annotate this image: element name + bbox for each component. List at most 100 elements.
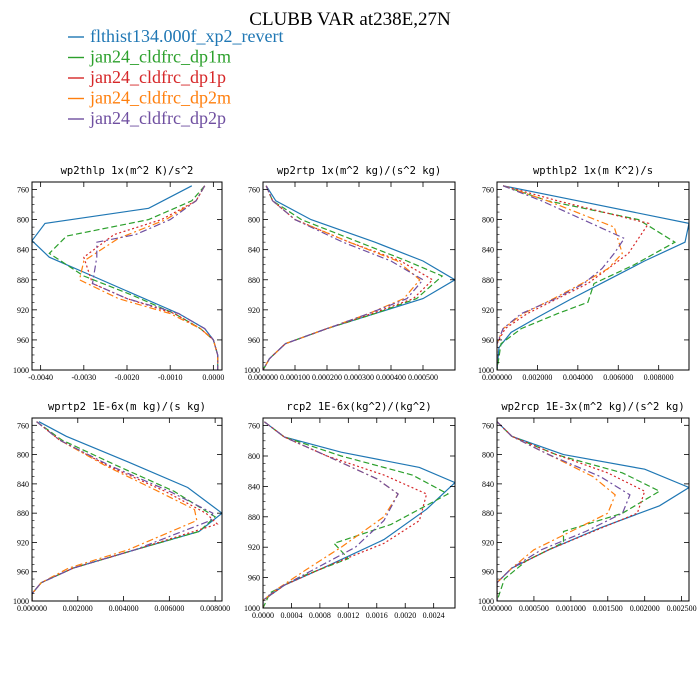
plot-frame — [496, 181, 690, 371]
panel-title: rcp2 1E-6x(kg^2)/(kg^2) — [286, 401, 431, 413]
series-line-5 — [497, 185, 626, 370]
series-line-5 — [263, 421, 399, 608]
x-tick-label: 0.000300 — [344, 373, 374, 382]
y-tick-label: 840 — [248, 482, 260, 491]
y-tick-label: 920 — [248, 306, 260, 315]
x-tick-label: 0.002000 — [63, 604, 93, 613]
y-tick-label: 880 — [17, 509, 29, 518]
series-line-4 — [497, 185, 623, 370]
x-tick-label: 0.0000 — [202, 373, 224, 382]
x-tick-label: 0.000500 — [408, 373, 438, 382]
legend-label: jan24_cldfrc_dp1m — [89, 47, 231, 67]
x-tick-label: 0.001500 — [593, 604, 623, 613]
y-tick-label: 920 — [17, 538, 29, 547]
x-tick-label: 0.0020 — [394, 611, 416, 620]
legend-label: flthist134.000f_xp2_revert — [90, 26, 283, 46]
series-line-5 — [91, 185, 219, 370]
x-tick-label: 0.000500 — [519, 604, 549, 613]
panel-title: wpthlp2 1x(m K^2)/s — [533, 165, 653, 177]
legend-label: jan24_cldfrc_dp1p — [89, 67, 226, 87]
x-tick-label: 0.0024 — [423, 611, 445, 620]
x-tick-label: 0.000000 — [482, 373, 512, 382]
y-tick-label: 1000 — [244, 604, 260, 613]
y-tick-label: 880 — [482, 276, 494, 285]
panel-4: wprtp2 1E-6x(m kg)/(s kg) 760 800 840 880 920… — [13, 401, 230, 613]
legend-label: jan24_cldfrc_dp2m — [89, 88, 231, 108]
series-line-4 — [263, 185, 421, 370]
x-tick-label: -0.0040 — [28, 373, 53, 382]
y-tick-label: 1000 — [13, 597, 29, 606]
x-tick-label: 0.0008 — [309, 611, 331, 620]
panel-title: wp2rtp 1x(m^2 kg)/(s^2 kg) — [277, 165, 441, 177]
series-line-5 — [497, 421, 631, 601]
series-line-3 — [32, 421, 219, 601]
panel-3: wpthlp2 1x(m K^2)/s 760 800 840 880 920 960 100… — [478, 165, 690, 382]
x-tick-label: 0.0012 — [337, 611, 359, 620]
y-tick-label: 960 — [248, 336, 260, 345]
series-line-2 — [263, 421, 450, 608]
plot-frame — [496, 417, 690, 602]
y-tick-label: 760 — [17, 421, 29, 430]
series-line-1 — [32, 185, 219, 370]
y-tick-label: 800 — [248, 452, 260, 461]
x-tick-label: 0.000000 — [482, 604, 512, 613]
y-tick-label: 760 — [248, 422, 260, 431]
series-line-3 — [263, 421, 428, 608]
plot-frame — [262, 417, 456, 609]
y-tick-label: 800 — [248, 216, 260, 225]
series-line-4 — [497, 421, 616, 601]
x-tick-label: 0.0016 — [366, 611, 388, 620]
y-tick-label: 1000 — [13, 366, 29, 375]
x-tick-label: 0.004000 — [109, 604, 139, 613]
series-line-3 — [83, 185, 219, 370]
panel-5: rcp2 1E-6x(kg^2)/(kg^2) 760 800 840 880 920 96… — [244, 401, 456, 620]
series-line-2 — [497, 421, 661, 601]
series-line-3 — [497, 185, 650, 370]
panel-6: wp2rcp 1E-3x(m^2 kg)/(s^2 kg) 760 800 840 88… — [478, 401, 697, 613]
series-line-2 — [48, 185, 219, 370]
x-tick-label: 0.000000 — [17, 604, 47, 613]
x-tick-label: 0.002000 — [522, 373, 552, 382]
y-tick-label: 920 — [482, 538, 494, 547]
legend: flthist134.000f_xp2_revertjan24_cldfrc_d… — [68, 26, 283, 128]
y-tick-label: 960 — [248, 574, 260, 583]
y-tick-label: 840 — [17, 246, 29, 255]
x-tick-label: 0.000100 — [280, 373, 310, 382]
legend-label: jan24_cldfrc_dp2p — [89, 108, 226, 128]
y-tick-label: 960 — [482, 568, 494, 577]
y-tick-label: 1000 — [478, 366, 494, 375]
y-tick-label: 960 — [482, 336, 494, 345]
x-tick-label: 0.006000 — [154, 604, 184, 613]
y-tick-label: 920 — [248, 543, 260, 552]
panel-2: wp2rtp 1x(m^2 kg)/(s^2 kg) 760 800 840 880 92… — [244, 165, 456, 382]
series-line-1 — [497, 185, 689, 370]
x-tick-label: 0.000200 — [312, 373, 342, 382]
series-line-1 — [497, 421, 689, 601]
y-tick-label: 920 — [482, 306, 494, 315]
y-tick-label: 800 — [17, 451, 29, 460]
series-line-5 — [32, 421, 214, 601]
x-tick-label: 0.008000 — [200, 604, 230, 613]
x-tick-label: 0.002000 — [630, 604, 660, 613]
y-tick-label: 1000 — [478, 597, 494, 606]
y-tick-label: 760 — [482, 421, 494, 430]
x-tick-label: 0.001000 — [556, 604, 586, 613]
x-tick-label: 0.008000 — [644, 373, 674, 382]
x-tick-label: 0.0000 — [252, 611, 274, 620]
y-tick-label: 840 — [17, 480, 29, 489]
x-tick-label: 0.000400 — [376, 373, 406, 382]
y-tick-label: 800 — [482, 451, 494, 460]
series-line-3 — [497, 421, 646, 601]
panels: wp2thlp 1x(m^2 K)/s^2 760 800 840 880 920 960 1… — [13, 165, 697, 620]
y-tick-label: 880 — [17, 276, 29, 285]
panel-title: wprtp2 1E-6x(m kg)/(s kg) — [48, 401, 206, 413]
x-tick-label: 0.000000 — [248, 373, 278, 382]
y-tick-label: 920 — [17, 306, 29, 315]
y-tick-label: 880 — [482, 509, 494, 518]
y-tick-label: 800 — [482, 216, 494, 225]
y-tick-label: 960 — [17, 568, 29, 577]
plot-frame — [31, 417, 223, 602]
series-line-2 — [497, 185, 677, 370]
series-line-5 — [263, 185, 424, 370]
